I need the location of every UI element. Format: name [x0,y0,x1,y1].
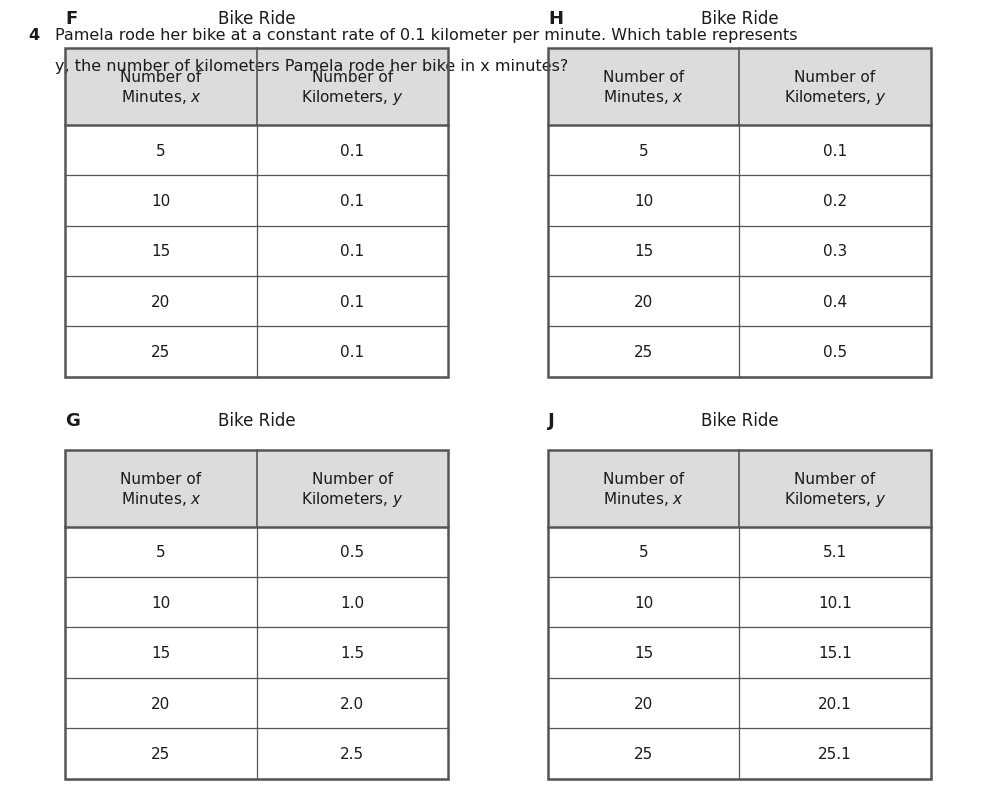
Text: 20: 20 [151,696,171,710]
Text: 15.1: 15.1 [818,646,852,660]
Text: 0.1: 0.1 [340,144,364,158]
Text: 1.0: 1.0 [340,595,364,610]
Text: Pamela rode her bike at a constant rate of 0.1 kilometer per minute. Which table: Pamela rode her bike at a constant rate … [55,28,798,43]
Text: Minutes, $x$: Minutes, $x$ [121,490,201,508]
Text: 10: 10 [634,194,654,208]
Text: J: J [548,412,555,430]
Text: 5.1: 5.1 [823,545,847,560]
Text: 5: 5 [639,545,649,560]
Text: 2.0: 2.0 [340,696,364,710]
Bar [65,450,448,527]
Text: 25: 25 [151,746,171,761]
Text: Kilometers, $y$: Kilometers, $y$ [301,489,403,508]
Text: Kilometers, $y$: Kilometers, $y$ [784,489,886,508]
Text: 10.1: 10.1 [818,595,852,610]
Text: Minutes, $x$: Minutes, $x$ [121,88,201,106]
Bar [65,49,448,377]
Text: 15: 15 [634,646,654,660]
Text: 5: 5 [156,144,166,158]
Text: Number of: Number of [795,471,875,486]
Text: H: H [548,11,563,28]
Text: y, the number of kilometers Pamela rode her bike in x minutes?: y, the number of kilometers Pamela rode … [55,59,568,74]
Text: 25: 25 [151,345,171,359]
Text: Minutes, $x$: Minutes, $x$ [604,490,684,508]
Text: Bike Ride: Bike Ride [700,11,779,28]
Text: 15: 15 [151,244,171,259]
Text: 0.5: 0.5 [823,345,847,359]
Text: Number of: Number of [312,70,392,84]
Text: Kilometers, $y$: Kilometers, $y$ [784,88,886,107]
Bar [548,450,931,527]
Text: Number of: Number of [795,70,875,84]
Text: Kilometers, $y$: Kilometers, $y$ [301,88,403,107]
Text: 1.5: 1.5 [340,646,364,660]
Text: 25.1: 25.1 [818,746,852,761]
Text: 15: 15 [151,646,171,660]
Text: 0.2: 0.2 [823,194,847,208]
Bar [65,49,448,126]
Text: Number of: Number of [121,70,201,84]
Text: 4: 4 [28,28,39,43]
Text: Minutes, $x$: Minutes, $x$ [604,88,684,106]
Text: 0.3: 0.3 [823,244,847,259]
Text: 0.5: 0.5 [340,545,364,560]
Text: Bike Ride: Bike Ride [217,412,296,430]
Text: Number of: Number of [121,471,201,486]
Text: Number of: Number of [604,471,684,486]
Text: Number of: Number of [312,471,392,486]
Text: 0.1: 0.1 [340,294,364,309]
Text: 10: 10 [634,595,654,610]
Bar [548,450,931,779]
Text: 5: 5 [156,545,166,560]
Text: 0.1: 0.1 [340,244,364,259]
Text: G: G [65,412,80,430]
Text: 25: 25 [634,746,654,761]
Text: 5: 5 [639,144,649,158]
Text: 10: 10 [151,194,171,208]
Text: 0.1: 0.1 [823,144,847,158]
Text: 25: 25 [634,345,654,359]
Text: 0.4: 0.4 [823,294,847,309]
Text: Bike Ride: Bike Ride [700,412,779,430]
Text: 20.1: 20.1 [818,696,852,710]
Text: F: F [65,11,77,28]
Text: 20: 20 [634,696,654,710]
Bar [548,49,931,126]
Text: Bike Ride: Bike Ride [217,11,296,28]
Text: 20: 20 [151,294,171,309]
Text: Number of: Number of [604,70,684,84]
Text: 0.1: 0.1 [340,194,364,208]
Text: 2.5: 2.5 [340,746,364,761]
Bar [65,450,448,779]
Text: 10: 10 [151,595,171,610]
Bar [548,49,931,377]
Text: 20: 20 [634,294,654,309]
Text: 15: 15 [634,244,654,259]
Text: 0.1: 0.1 [340,345,364,359]
